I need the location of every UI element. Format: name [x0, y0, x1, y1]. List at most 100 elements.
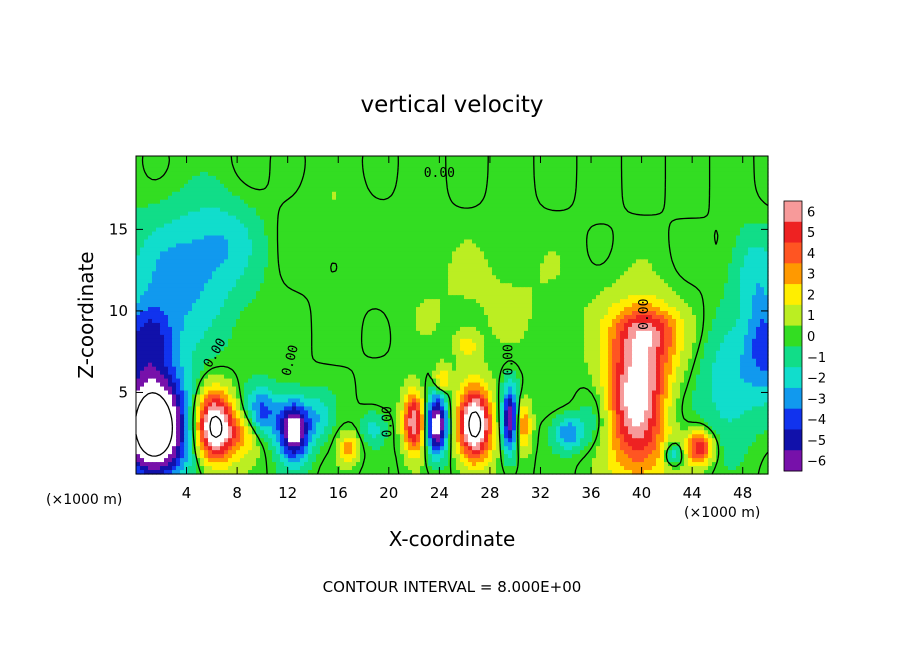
heatmap-cell	[176, 163, 181, 169]
heatmap-cell	[152, 255, 157, 260]
heatmap-cell	[308, 231, 313, 237]
heatmap-cell	[272, 251, 277, 256]
heatmap-cell	[536, 259, 541, 264]
heatmap-cell	[484, 275, 489, 280]
heatmap-cell	[260, 207, 265, 213]
heatmap-cell	[152, 271, 157, 276]
heatmap-cell	[228, 167, 233, 173]
heatmap-cell	[232, 211, 237, 217]
heatmap-cell	[228, 179, 233, 185]
heatmap-cell	[400, 275, 405, 280]
heatmap-cell	[324, 163, 329, 169]
heatmap-cell	[364, 231, 369, 237]
heatmap-cell	[468, 251, 473, 256]
heatmap-cell	[176, 243, 181, 249]
heatmap-cell	[596, 211, 601, 217]
heatmap-cell	[756, 275, 761, 280]
heatmap-cell	[628, 267, 633, 272]
heatmap-cell	[248, 263, 253, 268]
heatmap-cell	[224, 191, 229, 197]
heatmap-cell	[588, 243, 593, 249]
heatmap-cell	[600, 207, 605, 213]
heatmap-cell	[564, 211, 569, 217]
heatmap-cell	[444, 227, 449, 233]
heatmap-cell	[736, 195, 741, 201]
heatmap-cell	[584, 179, 589, 185]
heatmap-cell	[732, 175, 737, 181]
heatmap-cell	[240, 159, 245, 165]
heatmap-cell	[700, 195, 705, 201]
heatmap-cell	[344, 279, 349, 284]
heatmap-cell	[176, 247, 181, 253]
heatmap-cell	[536, 163, 541, 169]
heatmap-cell	[324, 243, 329, 249]
heatmap-cell	[424, 223, 429, 229]
heatmap-cell	[292, 239, 297, 245]
heatmap-cell	[732, 167, 737, 173]
heatmap-cell	[160, 219, 165, 225]
heatmap-cell	[520, 223, 525, 229]
heatmap-cell	[588, 203, 593, 209]
heatmap-cell	[136, 203, 141, 209]
heatmap-cell	[680, 159, 685, 165]
heatmap-cell	[300, 259, 305, 264]
heatmap-cell	[544, 156, 549, 161]
heatmap-cell	[272, 183, 277, 189]
heatmap-cell	[248, 267, 253, 272]
heatmap-cell	[156, 259, 161, 264]
heatmap-cell	[280, 195, 285, 201]
heatmap-cell	[508, 171, 513, 177]
heatmap-cell	[492, 243, 497, 249]
heatmap-cell	[684, 259, 689, 264]
heatmap-cell	[748, 251, 753, 256]
heatmap-cell	[232, 195, 237, 201]
heatmap-cell	[332, 211, 337, 217]
heatmap-cell	[692, 263, 697, 268]
heatmap-cell	[284, 187, 289, 193]
heatmap-cell	[552, 199, 557, 205]
heatmap-cell	[296, 275, 301, 280]
heatmap-cell	[704, 179, 709, 185]
heatmap-cell	[744, 163, 749, 169]
heatmap-cell	[276, 227, 281, 233]
heatmap-cell	[248, 275, 253, 280]
heatmap-cell	[612, 247, 617, 253]
heatmap-cell	[660, 159, 665, 165]
heatmap-cell	[752, 259, 757, 264]
heatmap-cell	[164, 239, 169, 245]
heatmap-cell	[436, 243, 441, 249]
heatmap-cell	[484, 231, 489, 237]
heatmap-cell	[748, 235, 753, 241]
heatmap-cell	[596, 259, 601, 264]
heatmap-cell	[500, 271, 505, 276]
heatmap-cell	[264, 203, 269, 209]
heatmap-cell	[164, 195, 169, 201]
heatmap-cell	[148, 167, 153, 173]
heatmap-cell	[184, 211, 189, 217]
heatmap-cell	[456, 179, 461, 185]
heatmap-cell	[544, 275, 549, 280]
heatmap-cell	[504, 263, 509, 268]
heatmap-cell	[700, 263, 705, 268]
heatmap-cell	[732, 199, 737, 205]
heatmap-cell	[288, 243, 293, 249]
heatmap-cell	[288, 259, 293, 264]
heatmap-cell	[412, 267, 417, 272]
heatmap-cell	[256, 199, 261, 205]
heatmap-cell	[524, 171, 529, 177]
heatmap-cell	[704, 195, 709, 201]
heatmap-cell	[352, 243, 357, 249]
heatmap-cell	[216, 275, 221, 280]
heatmap-cell	[168, 156, 173, 161]
heatmap-cell	[736, 167, 741, 173]
heatmap-cell	[136, 207, 141, 213]
heatmap-cell	[404, 159, 409, 165]
heatmap-cell	[752, 267, 757, 272]
heatmap-cell	[724, 255, 729, 260]
heatmap-cell	[396, 207, 401, 213]
heatmap-cell	[572, 187, 577, 193]
heatmap-cell	[660, 183, 665, 189]
heatmap-cell	[596, 199, 601, 205]
heatmap-cell	[284, 275, 289, 280]
heatmap-cell	[212, 263, 217, 268]
